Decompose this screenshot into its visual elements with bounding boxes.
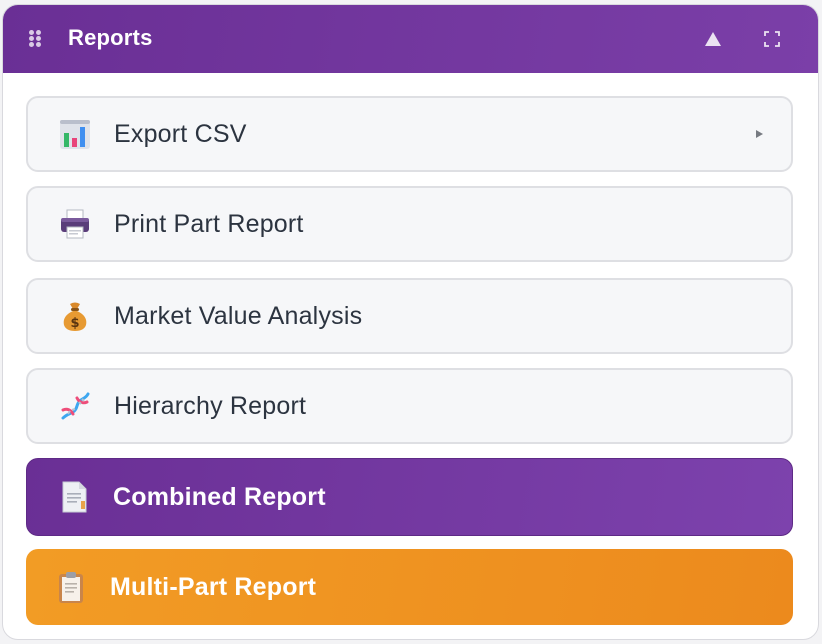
expand-button[interactable]: [756, 23, 788, 55]
panel-title: Reports: [68, 25, 153, 50]
svg-text:$: $: [70, 316, 79, 331]
drag-handle-icon[interactable]: [29, 30, 41, 48]
print-part-report-button[interactable]: Print Part Report: [26, 186, 793, 262]
market-value-analysis-button[interactable]: $ Market Value Analysis: [26, 278, 793, 354]
hierarchy-report-button[interactable]: Hierarchy Report: [26, 368, 793, 444]
submenu-arrow-icon: [756, 130, 763, 138]
multi-part-report-button[interactable]: Multi-Part Report: [26, 549, 793, 625]
export-csv-label: Export CSV: [114, 119, 247, 148]
hierarchy-report-label: Hierarchy Report: [114, 391, 307, 420]
triangle-up-icon: [705, 32, 721, 46]
combined-report-label: Combined Report: [113, 482, 326, 511]
fullscreen-icon: [764, 31, 780, 47]
multi-part-report-label: Multi-Part Report: [110, 572, 317, 601]
bar-chart-icon: [58, 117, 92, 151]
reports-panel: Reports Export CSV: [2, 4, 819, 640]
clipboard-icon: [54, 570, 88, 604]
panel-body: Export CSV Print Part Report: [3, 73, 818, 639]
market-value-analysis-label: Market Value Analysis: [114, 301, 363, 330]
combined-report-button[interactable]: Combined Report: [26, 458, 793, 536]
print-part-report-label: Print Part Report: [114, 209, 304, 238]
document-icon: [57, 480, 91, 514]
dna-icon: [58, 389, 92, 423]
export-csv-button[interactable]: Export CSV: [26, 96, 793, 172]
collapse-button[interactable]: [697, 23, 729, 55]
panel-header: Reports: [3, 5, 818, 73]
printer-icon: [58, 207, 92, 241]
money-bag-icon: $: [58, 299, 92, 333]
